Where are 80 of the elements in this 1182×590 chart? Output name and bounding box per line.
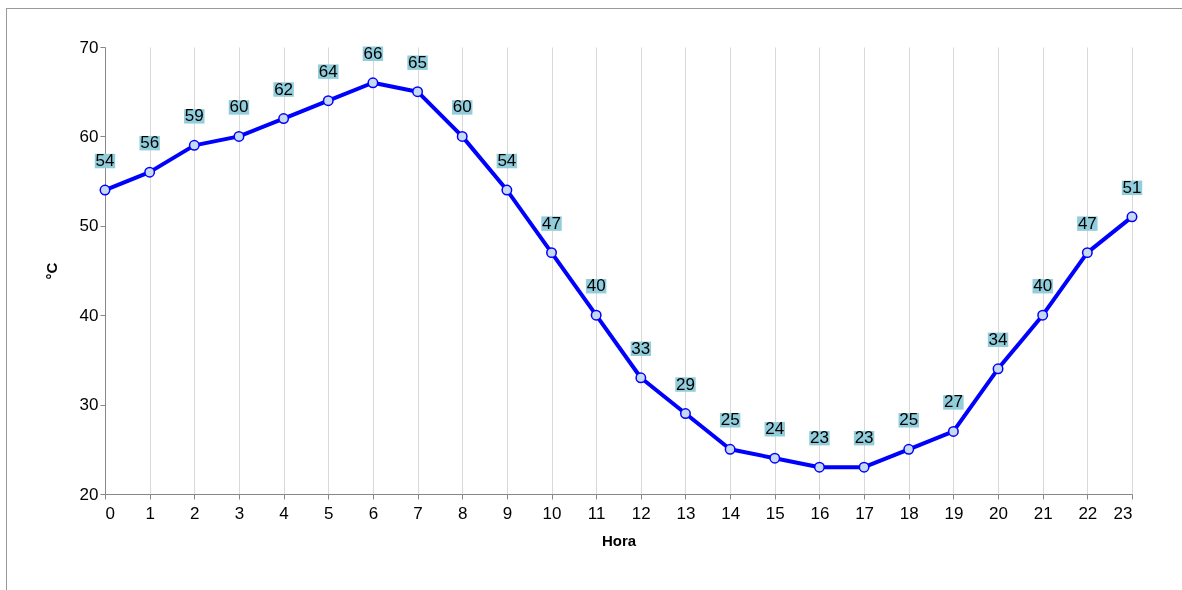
y-tick-label: 60: [79, 126, 99, 146]
x-tick-label: 20: [989, 503, 1008, 523]
data-label: 64: [318, 61, 338, 81]
data-label: 54: [95, 151, 115, 171]
x-tick-label: 23: [1113, 503, 1133, 523]
x-tick-label: 5: [324, 503, 334, 523]
x-tick-label: 3: [234, 503, 245, 523]
y-axis-title: °C: [42, 262, 60, 280]
point: [724, 443, 736, 455]
point: [367, 77, 379, 89]
data-label: 47: [1077, 213, 1097, 233]
x-tick-label: 14: [721, 503, 741, 523]
x-tick-label: 4: [279, 503, 289, 523]
data-label: 34: [988, 329, 1008, 349]
point: [590, 309, 602, 321]
data-label: 40: [1033, 276, 1053, 296]
x-tick-label: 2: [190, 503, 200, 523]
point: [947, 425, 959, 437]
data-label: 54: [497, 151, 517, 171]
point: [1081, 247, 1093, 259]
y-tick-label: 50: [79, 216, 99, 236]
x-tick-label: 9: [502, 503, 513, 523]
x-tick-label: 0: [105, 503, 115, 523]
data-label: 62: [274, 79, 294, 99]
x-tick-label: 17: [855, 503, 875, 523]
point: [769, 452, 781, 464]
data-label: 51: [1122, 177, 1142, 197]
x-tick-label: 22: [1078, 503, 1098, 523]
data-label: 23: [809, 428, 829, 448]
data-label: 56: [140, 133, 160, 153]
data-label: 23: [854, 428, 874, 448]
x-tick-label: 12: [631, 503, 651, 523]
point: [679, 408, 691, 420]
point: [144, 166, 156, 178]
point: [813, 461, 825, 473]
y-tick-label: 30: [79, 395, 99, 415]
data-label: 25: [720, 410, 740, 430]
point: [635, 372, 647, 384]
data-label: 60: [452, 97, 472, 117]
data-label: 65: [408, 52, 428, 72]
point: [903, 443, 915, 455]
x-tick-label: 13: [676, 503, 696, 523]
y-tick-label: 70: [79, 37, 99, 57]
data-label: 60: [229, 97, 249, 117]
point: [1037, 309, 1049, 321]
y-tick-label: 20: [79, 484, 99, 504]
point: [456, 130, 468, 142]
point: [322, 95, 334, 107]
point: [412, 86, 424, 98]
x-tick-label: 18: [899, 503, 919, 523]
data-label: 27: [943, 392, 963, 412]
x-tick-label: 6: [368, 503, 379, 523]
data-label: 66: [363, 43, 383, 63]
point: [188, 139, 200, 151]
x-tick-label: 11: [587, 503, 606, 523]
x-tick-label: 21: [1033, 503, 1053, 523]
point: [992, 363, 1004, 375]
point: [233, 130, 245, 142]
x-tick-label: 19: [944, 503, 964, 523]
point: [858, 461, 870, 473]
point: [99, 184, 111, 196]
data-label: 29: [676, 374, 695, 394]
data-label: 47: [542, 213, 561, 233]
x-tick-label: 8: [457, 503, 468, 523]
x-tick-label: 16: [810, 503, 830, 523]
data-label: 59: [184, 106, 204, 126]
point: [546, 247, 558, 259]
x-axis-title: Hora: [601, 531, 637, 549]
x-tick-label: 7: [413, 503, 423, 523]
point: [1126, 211, 1138, 223]
y-tick-label: 40: [79, 305, 99, 325]
x-tick-label: 15: [765, 503, 785, 523]
point: [501, 184, 513, 196]
data-label: 33: [631, 338, 651, 358]
data-label: 25: [899, 410, 919, 430]
x-tick-label: 10: [542, 503, 562, 523]
data-label: 24: [765, 419, 785, 439]
x-tick-label: 1: [145, 503, 155, 523]
point: [278, 113, 290, 124]
data-label: 40: [586, 276, 606, 296]
